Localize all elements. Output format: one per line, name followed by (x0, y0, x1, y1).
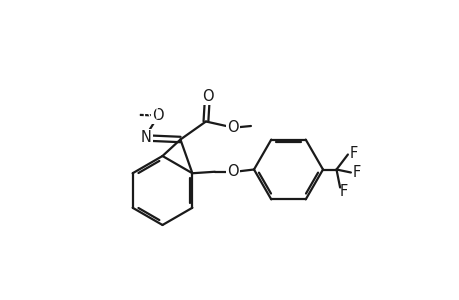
Text: O: O (201, 88, 213, 104)
Text: methyl_oxime: methyl_oxime (29, 107, 132, 123)
Text: O: O (227, 120, 238, 135)
Text: F: F (339, 184, 347, 199)
Text: F: F (349, 146, 357, 160)
Text: O: O (152, 108, 163, 123)
Text: F: F (352, 165, 360, 180)
Text: methyl: methyl (109, 107, 160, 122)
Text: O: O (227, 164, 238, 179)
Text: N: N (140, 130, 151, 146)
